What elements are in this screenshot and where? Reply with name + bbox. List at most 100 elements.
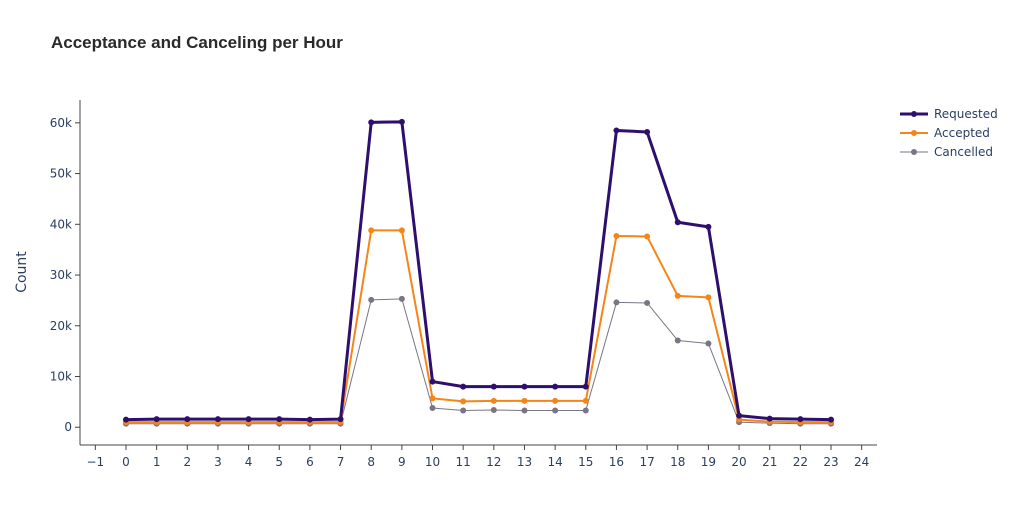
data-point[interactable] xyxy=(368,119,375,126)
x-tick-label: 13 xyxy=(517,455,532,469)
x-tick-label: 21 xyxy=(762,455,777,469)
series-line xyxy=(125,120,832,422)
data-point[interactable] xyxy=(245,416,252,423)
data-point[interactable] xyxy=(490,397,497,404)
data-point[interactable] xyxy=(460,383,467,390)
data-point[interactable] xyxy=(429,404,436,411)
data-point[interactable] xyxy=(674,292,681,299)
x-tick-label: 19 xyxy=(701,455,716,469)
x-tick-label: 5 xyxy=(275,455,283,469)
data-point[interactable] xyxy=(276,416,283,423)
x-tick-label: 15 xyxy=(578,455,593,469)
data-point[interactable] xyxy=(552,397,559,404)
series-layer xyxy=(122,118,835,427)
data-point[interactable] xyxy=(398,227,405,234)
data-point[interactable] xyxy=(398,295,405,302)
data-point[interactable] xyxy=(644,233,651,240)
x-tick-label: 14 xyxy=(547,455,562,469)
series-cancelled xyxy=(122,295,835,427)
legend-swatch-marker xyxy=(911,130,917,136)
data-point[interactable] xyxy=(429,395,436,402)
y-tick-label: 0 xyxy=(64,420,72,434)
legend-swatch-marker xyxy=(911,149,917,155)
data-point[interactable] xyxy=(521,383,528,390)
data-point[interactable] xyxy=(368,296,375,303)
x-tick-label: 17 xyxy=(639,455,654,469)
data-point[interactable] xyxy=(552,383,559,390)
data-point[interactable] xyxy=(460,407,467,414)
x-tick-label: 8 xyxy=(367,455,375,469)
data-point[interactable] xyxy=(521,397,528,404)
x-tick-label: 11 xyxy=(456,455,471,469)
x-tick-label: 22 xyxy=(793,455,808,469)
x-tick-label: 1 xyxy=(153,455,161,469)
series-requested xyxy=(122,118,835,423)
x-tick-label: 12 xyxy=(486,455,501,469)
legend-label: Accepted xyxy=(934,126,990,140)
data-point[interactable] xyxy=(184,416,191,423)
y-axis-title: Count xyxy=(14,251,30,293)
data-point[interactable] xyxy=(613,127,620,134)
data-point[interactable] xyxy=(582,383,589,390)
data-point[interactable] xyxy=(797,416,804,423)
x-tick-label: 10 xyxy=(425,455,440,469)
data-point[interactable] xyxy=(552,407,559,414)
y-tick-label: 60k xyxy=(50,116,72,130)
data-point[interactable] xyxy=(460,398,467,405)
x-tick-label: 24 xyxy=(854,455,869,469)
data-point[interactable] xyxy=(429,378,436,385)
data-point[interactable] xyxy=(705,340,712,347)
chart-title: Acceptance and Canceling per Hour xyxy=(51,33,343,52)
x-tick-label: 23 xyxy=(823,455,838,469)
data-point[interactable] xyxy=(337,416,344,423)
data-point[interactable] xyxy=(644,128,651,135)
series-accepted xyxy=(122,227,835,426)
data-point[interactable] xyxy=(398,118,405,125)
data-point[interactable] xyxy=(674,219,681,226)
x-tick-label: 7 xyxy=(337,455,345,469)
data-point[interactable] xyxy=(674,337,681,344)
legend-label: Requested xyxy=(934,107,998,121)
legend-item-requested[interactable]: Requested xyxy=(900,107,998,121)
data-point[interactable] xyxy=(582,397,589,404)
data-point[interactable] xyxy=(766,415,773,422)
y-tick-label: 20k xyxy=(50,319,72,333)
y-tick-label: 50k xyxy=(50,167,72,181)
legend[interactable]: Requested Accepted Cancelled xyxy=(900,107,998,159)
x-tick-label: 3 xyxy=(214,455,222,469)
data-point[interactable] xyxy=(705,223,712,230)
data-point[interactable] xyxy=(521,407,528,414)
data-point[interactable] xyxy=(582,407,589,414)
data-point[interactable] xyxy=(490,383,497,390)
data-point[interactable] xyxy=(122,416,129,423)
x-tick-label: 2 xyxy=(183,455,191,469)
x-tick-label: 0 xyxy=(122,455,130,469)
y-tick-label: 10k xyxy=(50,370,72,384)
x-tick-label: 16 xyxy=(609,455,624,469)
data-point[interactable] xyxy=(613,232,620,239)
data-point[interactable] xyxy=(490,406,497,413)
data-point[interactable] xyxy=(306,416,313,423)
x-tick-label: 4 xyxy=(245,455,253,469)
x-tick-label: 9 xyxy=(398,455,406,469)
x-tick-label: −1 xyxy=(86,455,104,469)
data-point[interactable] xyxy=(828,416,835,423)
series-line xyxy=(125,298,832,425)
data-point[interactable] xyxy=(736,412,743,419)
y-tick-label: 40k xyxy=(50,217,72,231)
legend-swatch-marker xyxy=(911,111,917,117)
x-tick-label: 20 xyxy=(731,455,746,469)
legend-item-cancelled[interactable]: Cancelled xyxy=(900,145,993,159)
data-point[interactable] xyxy=(153,416,160,423)
data-point[interactable] xyxy=(644,299,651,306)
y-tick-label: 30k xyxy=(50,268,72,282)
legend-label: Cancelled xyxy=(934,145,993,159)
data-point[interactable] xyxy=(613,299,620,306)
data-point[interactable] xyxy=(368,227,375,234)
x-tick-label: 18 xyxy=(670,455,685,469)
data-point[interactable] xyxy=(214,416,221,423)
legend-item-accepted[interactable]: Accepted xyxy=(900,126,990,140)
data-point[interactable] xyxy=(705,294,712,301)
